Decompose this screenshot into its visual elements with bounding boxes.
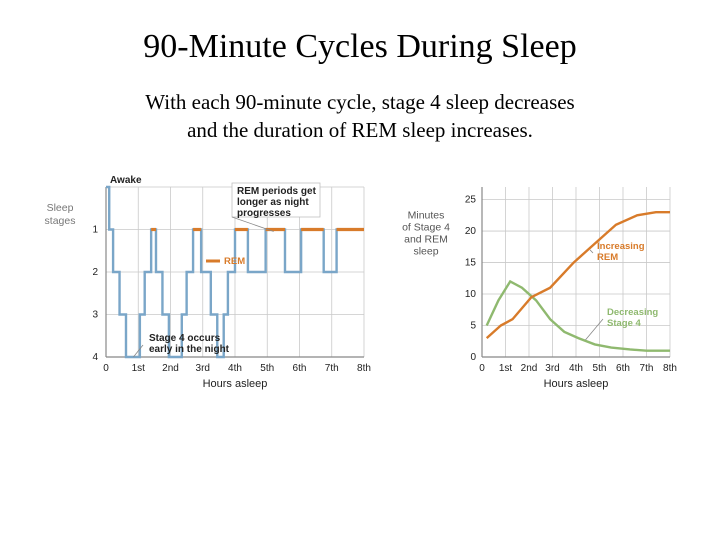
charts-row: Awake 1 2 3 4 Sleepstages 0 1st 2nd 3rd 4th 5th 6th 7… xyxy=(40,169,680,399)
slide-subtitle: With each 90-minute cycle, stage 4 sleep… xyxy=(40,88,680,145)
svg-text:REM: REM xyxy=(224,256,245,267)
svg-text:0: 0 xyxy=(479,363,485,374)
svg-text:3: 3 xyxy=(92,309,98,320)
svg-text:5: 5 xyxy=(470,320,476,331)
svg-text:5th: 5th xyxy=(260,363,274,374)
svg-text:8th: 8th xyxy=(357,363,371,374)
svg-text:4: 4 xyxy=(92,352,98,363)
svg-text:Decreasing: Decreasing xyxy=(607,307,658,318)
svg-text:10: 10 xyxy=(465,289,477,300)
svg-text:sleep: sleep xyxy=(413,245,438,257)
svg-text:3rd: 3rd xyxy=(196,363,210,374)
svg-text:5th: 5th xyxy=(593,363,607,374)
svg-text:Awake: Awake xyxy=(110,175,142,186)
svg-text:progresses: progresses xyxy=(237,208,291,219)
svg-text:Hours asleep: Hours asleep xyxy=(203,378,268,390)
svg-text:Stage 4: Stage 4 xyxy=(607,318,642,329)
svg-text:2: 2 xyxy=(92,267,98,278)
svg-text:0: 0 xyxy=(470,352,476,363)
svg-text:8th: 8th xyxy=(663,363,677,374)
subtitle-line-2: and the duration of REM sleep increases. xyxy=(187,118,533,142)
svg-text:Hours asleep: Hours asleep xyxy=(544,378,609,390)
svg-text:Increasing: Increasing xyxy=(597,241,645,252)
svg-text:0: 0 xyxy=(103,363,109,374)
sleep-stages-svg: Awake 1 2 3 4 Sleepstages 0 1st 2nd 3rd 4th 5th 6th 7… xyxy=(44,169,384,399)
svg-text:1: 1 xyxy=(92,224,98,235)
svg-text:and REM: and REM xyxy=(404,233,448,245)
svg-text:2nd: 2nd xyxy=(162,363,179,374)
svg-text:longer as night: longer as night xyxy=(237,197,309,208)
rem-stage4-chart: 0 5 10 15 20 25 Minutesof Stage 4and REMsleep 0… xyxy=(402,169,682,399)
svg-text:REM periods get: REM periods get xyxy=(237,186,317,197)
svg-text:4th: 4th xyxy=(228,363,242,374)
svg-text:20: 20 xyxy=(465,226,477,237)
svg-text:early in the night: early in the night xyxy=(149,344,230,355)
svg-text:7th: 7th xyxy=(640,363,654,374)
svg-text:3rd: 3rd xyxy=(545,363,559,374)
svg-text:Minutes: Minutes xyxy=(408,209,445,221)
slide-title: 90-Minute Cycles During Sleep xyxy=(40,28,680,66)
svg-text:6th: 6th xyxy=(293,363,307,374)
svg-text:REM: REM xyxy=(597,252,618,263)
svg-text:Stage 4 occurs: Stage 4 occurs xyxy=(149,333,221,344)
svg-text:6th: 6th xyxy=(616,363,630,374)
svg-text:2nd: 2nd xyxy=(521,363,538,374)
subtitle-line-1: With each 90-minute cycle, stage 4 sleep… xyxy=(145,90,574,114)
svg-text:15: 15 xyxy=(465,257,477,268)
svg-text:25: 25 xyxy=(465,194,477,205)
svg-text:Sleep: Sleep xyxy=(47,202,74,214)
svg-text:1st: 1st xyxy=(132,363,146,374)
svg-text:7th: 7th xyxy=(325,363,339,374)
svg-text:stages: stages xyxy=(45,215,76,227)
svg-text:of Stage 4: of Stage 4 xyxy=(402,221,450,233)
rem-stage4-svg: 0 5 10 15 20 25 Minutesof Stage 4and REMsleep 0… xyxy=(402,169,682,399)
slide-container: 90-Minute Cycles During Sleep With each … xyxy=(0,0,720,419)
svg-text:1st: 1st xyxy=(499,363,513,374)
sleep-stages-chart: Awake 1 2 3 4 Sleepstages 0 1st 2nd 3rd 4th 5th 6th 7… xyxy=(44,169,384,399)
svg-text:4th: 4th xyxy=(569,363,583,374)
